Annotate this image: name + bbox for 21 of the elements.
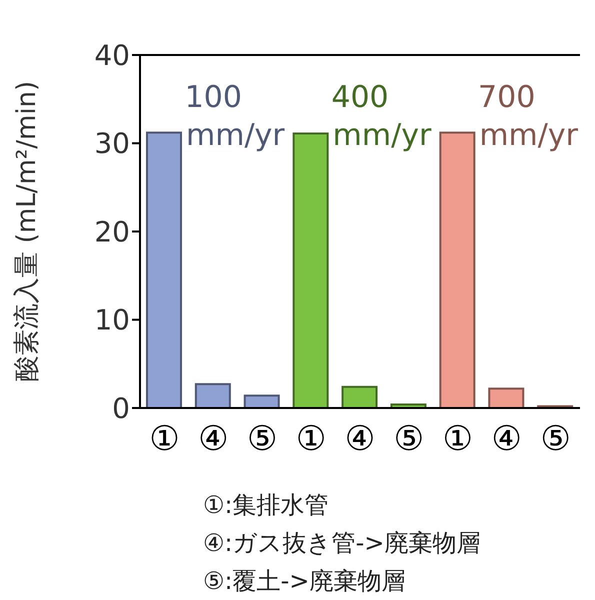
text: ①:集排水管 xyxy=(203,490,330,521)
x-tick-label: ④ xyxy=(491,419,522,460)
x-tick-label: ① xyxy=(149,419,180,460)
annotation: 700 mm/yr xyxy=(478,80,579,153)
x-tick-label: ④ xyxy=(344,419,376,460)
text: ④:ガス抜き管->廃棄物層 xyxy=(203,528,480,559)
x-tick-label: ⑤ xyxy=(246,419,278,460)
annotation: 100 mm/yr xyxy=(184,80,286,153)
text: ⑤:覆土->廃棄物層 xyxy=(203,566,406,597)
x-tick-label: ① xyxy=(442,419,474,460)
annotation: 400 mm/yr xyxy=(331,80,432,153)
y-tick-label: 40 xyxy=(94,38,130,72)
y-tick-label: 20 xyxy=(94,215,130,248)
y-tick-label: 30 xyxy=(94,127,130,160)
x-tick-label: ④ xyxy=(198,419,229,460)
x-tick-label: ⑤ xyxy=(540,419,571,460)
x-tick-label: ⑤ xyxy=(394,419,424,460)
y-axis-title: 酸素流入量 (mL/m²/min) xyxy=(12,80,42,382)
y-tick-label: 10 xyxy=(94,304,130,337)
y-tick-label: 0 xyxy=(112,392,130,425)
x-tick-label: ① xyxy=(296,419,326,460)
